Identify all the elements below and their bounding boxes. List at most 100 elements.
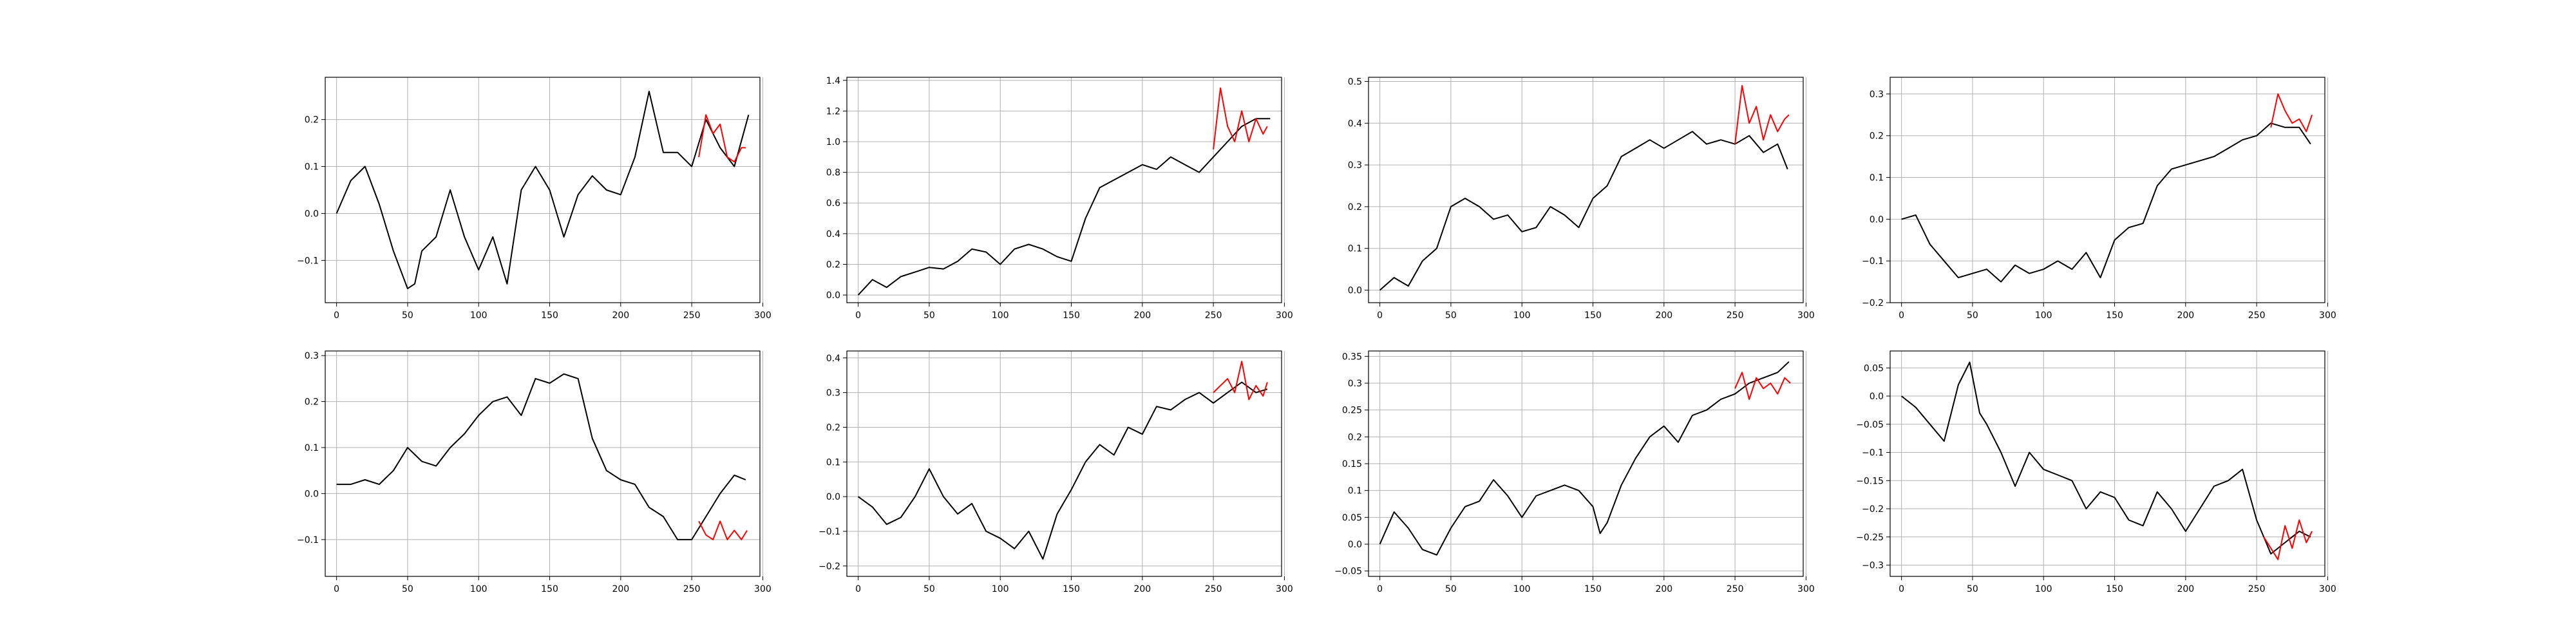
y-tick-label: −0.1	[297, 535, 319, 545]
plot-frame	[1889, 77, 2325, 303]
y-tick-label: 0.5	[1348, 77, 1362, 87]
plot-frame	[846, 77, 1282, 303]
y-tick-label: 0.3	[1870, 90, 1884, 100]
actual-series-line	[858, 381, 1268, 560]
y-tick-label: 1.4	[826, 76, 840, 86]
y-tick-label: 0.25	[1342, 406, 1362, 416]
y-tick-label: 0.2	[1348, 432, 1362, 442]
y-tick-label: 0.3	[305, 351, 319, 361]
subplot-6: 0 50 100 150 200 250 300 −0.2 −0.1 0.0 0.1 0.2 0.3 0.…	[819, 350, 1293, 594]
y-tick-label: 0.4	[826, 229, 840, 240]
x-tick-label: 50	[923, 584, 935, 594]
x-tick-label: 50	[1967, 584, 1978, 594]
x-tick-label: 150	[2106, 584, 2123, 594]
x-tick-label: 150	[1063, 584, 1080, 594]
x-tick-label: 100	[1513, 310, 1531, 321]
y-tick-label: 0.1	[1870, 173, 1884, 184]
x-tick-label: 200	[1133, 310, 1151, 321]
x-tick-label: 300	[2319, 584, 2336, 594]
x-tick-label: 150	[1584, 584, 1602, 594]
subplot-8: 0 50 100 150 200 250 300 −0.3 −0.25 −0.2 −0.15 −0.1…	[1856, 350, 2336, 594]
y-tick-label: 0.2	[1348, 202, 1362, 213]
x-tick-label: 50	[1445, 584, 1457, 594]
forecast-series-line	[2263, 519, 2313, 560]
actual-series-line	[1900, 361, 2311, 554]
x-tick-label: 100	[2035, 584, 2052, 594]
y-tick-label: 0.3	[826, 388, 840, 399]
plot-frame	[1889, 350, 2325, 577]
x-tick-label: 250	[1727, 310, 1744, 321]
x-tick-label: 150	[541, 584, 558, 594]
forecast-series-line	[2270, 93, 2313, 133]
plot-frame	[325, 350, 761, 577]
y-tick-label: 1.2	[826, 106, 840, 117]
y-tick-label: 1.0	[826, 137, 840, 147]
y-tick-label: 0.0	[305, 489, 319, 499]
x-tick-label: 0	[1377, 584, 1383, 594]
actual-series-line	[1379, 361, 1790, 556]
y-tick-label: −0.1	[297, 256, 319, 266]
x-tick-label: 200	[612, 310, 629, 321]
x-tick-label: 0	[334, 310, 339, 321]
x-tick-label: 0	[1899, 310, 1904, 321]
y-tick-label: 0.1	[1348, 244, 1362, 254]
y-tick-label: 0.1	[305, 162, 319, 173]
x-tick-label: 250	[1727, 584, 1744, 594]
x-tick-label: 150	[2106, 310, 2123, 321]
x-tick-label: 300	[1797, 310, 1815, 321]
x-tick-label: 50	[1445, 310, 1457, 321]
y-tick-label: −0.2	[1862, 504, 1884, 515]
x-tick-label: 50	[402, 584, 413, 594]
y-tick-label: 0.2	[826, 422, 840, 433]
x-tick-label: 0	[855, 584, 861, 594]
x-tick-label: 250	[2248, 584, 2266, 594]
y-tick-label: 0.1	[305, 443, 319, 453]
x-tick-label: 250	[2248, 310, 2266, 321]
x-tick-label: 100	[992, 584, 1009, 594]
x-tick-label: 0	[334, 584, 339, 594]
x-tick-label: 300	[2319, 310, 2336, 321]
x-tick-label: 250	[1205, 584, 1222, 594]
y-tick-label: 0.0	[1348, 540, 1362, 550]
y-tick-label: 0.35	[1342, 352, 1362, 362]
y-tick-label: 0.2	[305, 397, 319, 408]
forecast-series-line	[698, 520, 748, 540]
y-tick-label: 0.0	[826, 492, 840, 502]
actual-series-line	[336, 373, 746, 540]
x-tick-label: 100	[470, 310, 488, 321]
y-tick-label: 0.3	[1348, 379, 1362, 389]
y-tick-label: 0.8	[826, 168, 840, 178]
x-tick-label: 200	[612, 584, 629, 594]
x-tick-label: 200	[2177, 584, 2194, 594]
x-tick-label: 200	[1655, 310, 1672, 321]
y-tick-label: −0.1	[819, 527, 840, 537]
y-tick-label: 0.4	[826, 354, 840, 364]
x-tick-label: 50	[923, 310, 935, 321]
x-tick-label: 0	[855, 310, 861, 321]
plot-frame	[1368, 77, 1804, 303]
plot-frame	[1368, 350, 1804, 577]
x-tick-label: 100	[1513, 584, 1531, 594]
plot-frame	[325, 77, 761, 303]
y-tick-label: −0.1	[1862, 448, 1884, 459]
x-tick-label: 50	[402, 310, 413, 321]
x-tick-label: 150	[1584, 310, 1602, 321]
y-tick-label: 0.0	[1870, 214, 1884, 225]
y-tick-label: 0.0	[305, 209, 319, 219]
y-tick-label: 0.1	[826, 457, 840, 468]
y-tick-label: 0.05	[1864, 363, 1884, 374]
x-tick-label: 250	[683, 584, 701, 594]
y-tick-label: 0.1	[1348, 486, 1362, 497]
x-tick-label: 200	[1655, 584, 1672, 594]
y-tick-label: 0.2	[826, 260, 840, 270]
x-tick-label: 0	[1899, 584, 1904, 594]
x-tick-label: 150	[541, 310, 558, 321]
subplot-3: 0 50 100 150 200 250 300 0.0 0.1 0.2 0.3 0.4 0.5	[1348, 77, 1815, 321]
x-tick-label: 0	[1377, 310, 1383, 321]
actual-series-line	[336, 90, 750, 290]
forecast-series-line	[1734, 85, 1790, 144]
x-tick-label: 50	[1967, 310, 1978, 321]
x-tick-label: 250	[683, 310, 701, 321]
subplot-4: 0 50 100 150 200 250 300 −0.2 −0.1 0.0 0.1 0.2 0.3	[1862, 77, 2336, 321]
